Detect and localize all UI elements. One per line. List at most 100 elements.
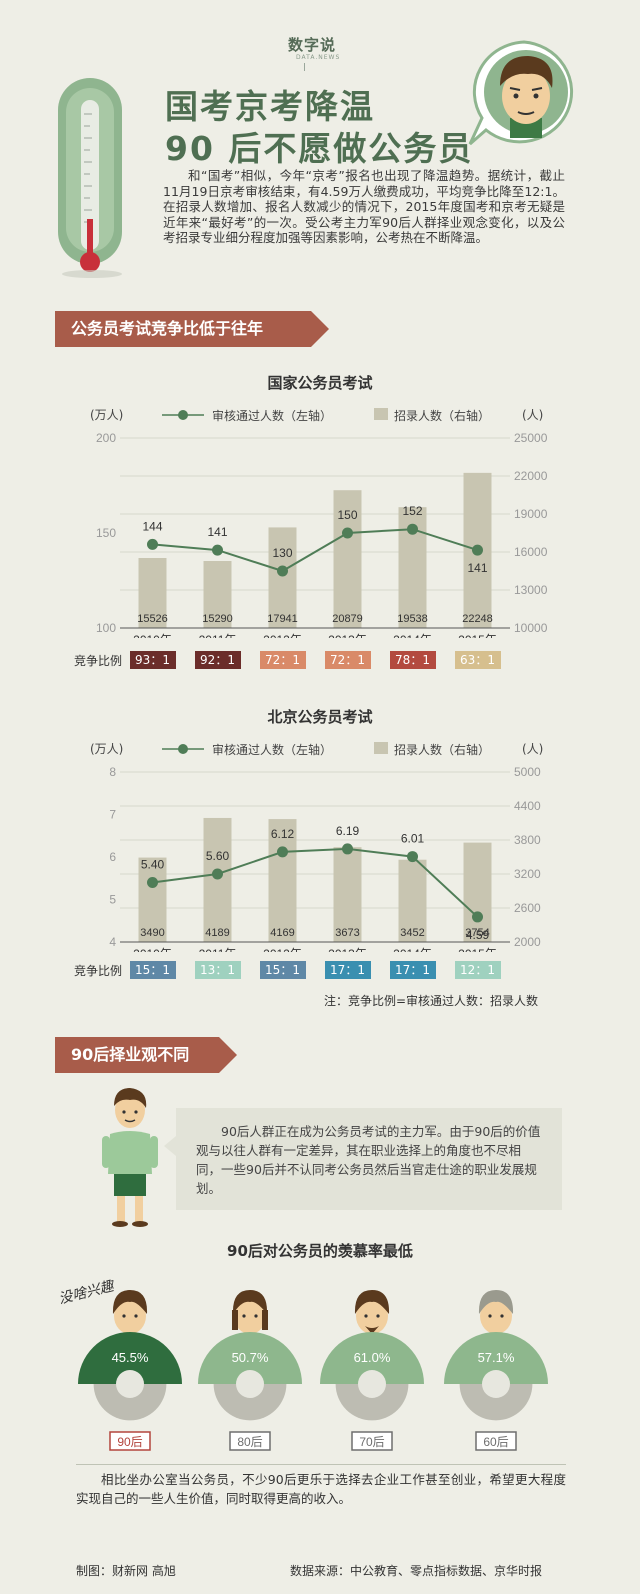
envy-value-label: 61.0%	[354, 1350, 391, 1365]
ratio-badge: 72：1	[324, 651, 371, 669]
thermometer-icon	[58, 78, 122, 278]
line-value-label: 6.12	[271, 827, 295, 841]
footer-credit: 制图：财新网 高旭	[76, 1564, 176, 1578]
line-point	[212, 868, 223, 880]
bar	[203, 817, 232, 942]
bar-value-label: 4189	[205, 927, 229, 939]
chart2-right-unit: (人)	[522, 742, 544, 756]
ratio-badge: 92：1	[194, 651, 241, 669]
avatar-face-icon	[480, 1298, 512, 1334]
line-value-label: 152	[402, 504, 422, 518]
avatar-hair-icon	[478, 1290, 514, 1314]
envy-value-label: 50.7%	[232, 1350, 269, 1365]
chart2-legend-line-label: 审核通过人数（左轴）	[212, 743, 333, 757]
left-axis-tick-label: 100	[96, 621, 116, 635]
line-point	[342, 527, 353, 539]
ratio-badge: 13：1	[194, 961, 241, 979]
chart1-title: 国家公务员考试	[267, 374, 373, 392]
line-value-label: 130	[272, 546, 292, 560]
avatar-hair-icon	[232, 1290, 268, 1314]
line-value-label: 144	[142, 519, 162, 533]
envy-group-tag	[229, 1431, 271, 1451]
chart2-legend-bar-swatch	[374, 742, 388, 754]
line-point	[277, 565, 288, 577]
line-point	[212, 544, 223, 556]
speech-bubble-text: 90后人群正在成为公务员考试的主力军。由于90后的价值观与以往人群有一定差异，其…	[164, 1108, 562, 1210]
chart2-title: 北京公务员考试	[267, 708, 373, 726]
line-value-label: 6.01	[401, 832, 425, 846]
envy-group-tag	[475, 1431, 517, 1451]
envy-group-label: 70后	[359, 1435, 384, 1449]
x-axis-tick-label: 2012年	[263, 633, 302, 638]
envy-rate-chart: 45.5% 90后 50.7% 80后 61.0% 70后 57.1% 60后	[78, 1290, 548, 1451]
x-axis-tick-label: 2015年	[458, 947, 497, 952]
left-axis-tick-label: 150	[96, 526, 116, 540]
chart1-legend-line-label: 审核通过人数（左轴）	[212, 409, 333, 423]
right-axis-tick-label: 2600	[514, 901, 541, 915]
bar	[463, 842, 492, 942]
x-axis-tick-label: 2013年	[328, 633, 367, 638]
avatar-eye-icon	[134, 1314, 138, 1318]
bar-value-label: 20879	[332, 613, 363, 625]
envy-base-semicircle	[459, 1384, 533, 1421]
envy-group-tag	[351, 1431, 393, 1451]
x-axis-tick-label: 2013年	[328, 947, 367, 952]
footer-source: 数据来源：中公教育、零点指标数据、京华时报	[290, 1564, 543, 1578]
bar-value-label: 3673	[335, 927, 359, 939]
page-title-line1: 国考京考降温	[165, 87, 375, 126]
brand-divider	[304, 63, 305, 71]
line-point	[342, 843, 353, 855]
avatar-face-icon	[234, 1298, 266, 1334]
left-axis-tick-label: 8	[109, 765, 116, 779]
bar	[203, 560, 232, 628]
avatar-eye-icon	[242, 1314, 246, 1318]
envy-rate-title: 90后对公务员的羡慕率最低	[227, 1242, 413, 1260]
bar	[268, 527, 297, 628]
x-axis-tick-label: 2015年	[458, 633, 497, 638]
chart2-ratio-label: 竞争比例	[74, 964, 123, 978]
face-avatar-icon	[468, 40, 574, 146]
page-title-line2: 90 后不愿做公务员	[165, 129, 474, 168]
line-value-label: 141	[207, 525, 227, 539]
chart1-legend-line-icon	[162, 410, 204, 420]
envy-base-semicircle	[213, 1384, 287, 1421]
line-value-label: 141	[467, 561, 487, 575]
chart1-left-unit: (万人)	[90, 408, 124, 422]
section-tag-career-view: 90后择业观不同	[55, 1037, 237, 1073]
line-point	[407, 851, 418, 863]
line-point	[147, 877, 158, 888]
ratio-formula-note: 注：竞争比例=审核通过人数：招录人数	[324, 994, 539, 1008]
bar	[138, 857, 167, 942]
envy-value-label: 45.5%	[112, 1350, 149, 1365]
x-axis-tick-label: 2011年	[199, 633, 237, 638]
envy-value-semicircle	[444, 1332, 548, 1384]
avatar-eye-icon	[364, 1314, 368, 1318]
bar-value-label: 17941	[267, 613, 298, 625]
avatar-hair-icon	[354, 1290, 390, 1314]
bar	[333, 490, 362, 628]
right-axis-tick-label: 16000	[514, 545, 548, 559]
chart1-legend-bar-swatch	[374, 408, 388, 420]
chart1-right-unit: (人)	[522, 408, 544, 422]
conclusion-paragraph: 相比坐办公室当公务员，不少90后更乐于选择去企业工作甚至创业，希望更大程度实现自…	[76, 1472, 566, 1506]
chart2-legend-line-icon	[162, 744, 204, 754]
bar-value-label: 15290	[202, 613, 233, 625]
line-series	[152, 847, 479, 918]
envy-base-semicircle	[93, 1384, 167, 1421]
ratio-badge: 12：1	[454, 961, 501, 979]
envy-value-semicircle	[78, 1332, 182, 1384]
intro-paragraph: 和“国考”相似，今年“京考”报名也出现了降温趋势。据统计，截止11月19日京考审…	[163, 168, 565, 245]
divider-line	[76, 1464, 566, 1465]
right-axis-tick-label: 19000	[514, 507, 548, 521]
line-point	[407, 523, 418, 535]
right-axis-tick-label: 4400	[514, 799, 541, 813]
line-value-label: 5.60	[206, 849, 230, 863]
right-axis-tick-label: 3200	[514, 867, 541, 881]
avatar-eye-icon	[254, 1314, 258, 1318]
x-axis-tick-label: 2011年	[199, 947, 237, 952]
bar	[398, 859, 427, 942]
ratio-badge: 63：1	[454, 651, 501, 669]
envy-group-label: 90后	[117, 1435, 142, 1449]
avatar-eye-icon	[376, 1314, 380, 1318]
line-point	[277, 846, 288, 858]
